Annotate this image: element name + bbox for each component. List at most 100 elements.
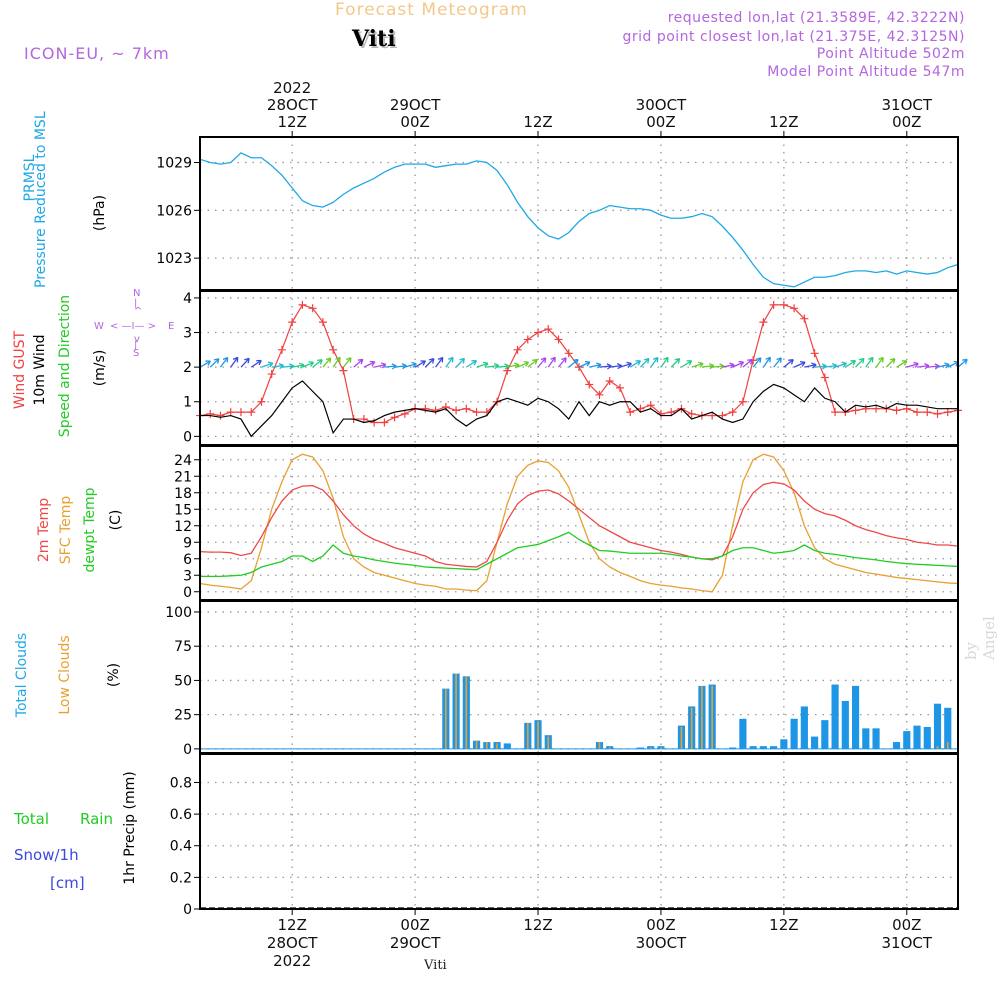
gust-marker [236, 408, 245, 417]
total-cloud-bar [770, 746, 778, 749]
wind-arrowhead [643, 357, 650, 364]
gust-marker [728, 408, 737, 417]
wind-arrowhead [308, 361, 315, 367]
wind-arrowhead [437, 356, 444, 363]
gust-marker [800, 314, 809, 323]
wind-direction-arrow [312, 359, 323, 368]
wind-direction-arrow [814, 365, 827, 368]
page-title: Forecast Meteogram [335, 0, 528, 20]
gust-marker [861, 404, 870, 413]
wind-arrowhead [222, 356, 229, 363]
wind-arrowhead [858, 357, 865, 364]
wind-arrowhead [244, 357, 250, 364]
top-date-label: 28OCT [267, 96, 318, 114]
wind-arrowhead [299, 362, 305, 369]
wind-direction-arrow [486, 364, 499, 368]
bottom-date-label: 30OCT [636, 934, 687, 952]
gust-marker [564, 349, 573, 358]
top-date-label: 29OCT [390, 96, 441, 114]
wind-direction-arrow [527, 359, 538, 368]
bottom-hour-label: 12Z [278, 916, 307, 934]
wind-arrowhead [335, 356, 341, 363]
wind-direction-arrow [271, 364, 284, 368]
wind-direction-arrow [281, 365, 294, 368]
gust-marker [943, 408, 952, 417]
y-tick-label: 0 [183, 902, 192, 918]
total-cloud-bar [503, 743, 511, 749]
wind-arrowhead [924, 363, 930, 370]
gust-marker [216, 411, 225, 420]
gust-marker [380, 418, 389, 427]
wind-arrowhead [256, 359, 262, 366]
wind-direction-arrow [261, 362, 274, 368]
wind-direction-arrow [793, 361, 806, 368]
wind-arrowhead [482, 361, 489, 368]
point-altitude: Point Altitude 502m [816, 46, 965, 62]
wind-arrowhead [674, 357, 681, 364]
wind-direction-arrow [537, 357, 547, 368]
wind-arrowhead [493, 362, 500, 370]
wind-direction-arrow [507, 364, 520, 368]
gust-marker [298, 300, 307, 309]
gust-marker [318, 318, 327, 327]
low-cloud-bar [475, 740, 478, 749]
wind-arrowhead [831, 362, 838, 370]
wind-direction-arrow [844, 360, 856, 368]
top-hour-label: 12Z [278, 113, 307, 131]
wind-direction-arrow [394, 365, 407, 368]
total-cloud-bar [780, 739, 788, 749]
wind-direction-arrow [404, 363, 417, 368]
wind-arrowhead [550, 356, 556, 363]
wind-arrowhead [561, 357, 567, 363]
total-cloud-bar [862, 728, 870, 749]
model-altitude: Model Point Altitude 547m [767, 64, 965, 80]
gust-marker [267, 370, 276, 379]
wind-arrowhead [514, 362, 520, 369]
top-date-label: 30OCT [636, 96, 687, 114]
wind-direction-arrow [947, 361, 959, 368]
total-cloud-bar [800, 706, 808, 749]
wind-direction-arrow [199, 360, 211, 368]
y-tick-label: 18 [174, 486, 192, 502]
y-tick-label: 21 [174, 469, 192, 485]
wind-direction-arrow [773, 357, 782, 368]
wind-arrowhead [540, 357, 547, 363]
wind-direction-arrow [804, 364, 817, 368]
compass-n: N [133, 288, 141, 299]
wind-direction-arrow [670, 358, 681, 368]
gust-marker [810, 349, 819, 358]
wind-arrowhead [698, 361, 704, 368]
wind-direction-arrow [752, 357, 762, 368]
wind-direction-arrow [589, 364, 602, 368]
y-tick-label: 3 [183, 326, 192, 342]
wind-arrowhead [380, 362, 387, 369]
low-cloud-bar [711, 685, 713, 749]
wind-arrowhead [755, 357, 762, 363]
wind-arrowhead [729, 362, 735, 369]
wind-arrowhead [523, 361, 530, 367]
wind-direction-arrow [916, 365, 930, 368]
gust-marker [441, 402, 450, 411]
wind-direction-arrow [384, 365, 397, 368]
panel-frame [199, 445, 959, 601]
gust-marker [257, 397, 266, 406]
gust-marker [513, 345, 522, 354]
y-tick-label: 1029 [156, 156, 192, 172]
wind-direction-arrow [230, 357, 239, 368]
wind-arrowhead [913, 361, 919, 368]
wind-arrowhead [889, 358, 896, 364]
total-cloud-bar [851, 685, 860, 749]
y-tick-label: 9 [183, 535, 192, 551]
gridpoint-coords: grid point closest lon,lat (21.375E, 42.… [622, 29, 965, 45]
wind-arrowhead [420, 360, 426, 366]
bottom-date-label: 29OCT [390, 934, 441, 952]
y-tick-label: 100 [165, 605, 192, 621]
y-tick-label: 0.6 [170, 807, 192, 823]
wind-arrowhead [776, 357, 782, 363]
wind-direction-arrow [342, 357, 352, 368]
low-cloud-bar [680, 726, 683, 749]
gust-marker [831, 408, 840, 417]
gust-marker [247, 408, 256, 417]
wind-direction-arrow [302, 361, 314, 368]
wind-arrowhead [686, 360, 693, 366]
